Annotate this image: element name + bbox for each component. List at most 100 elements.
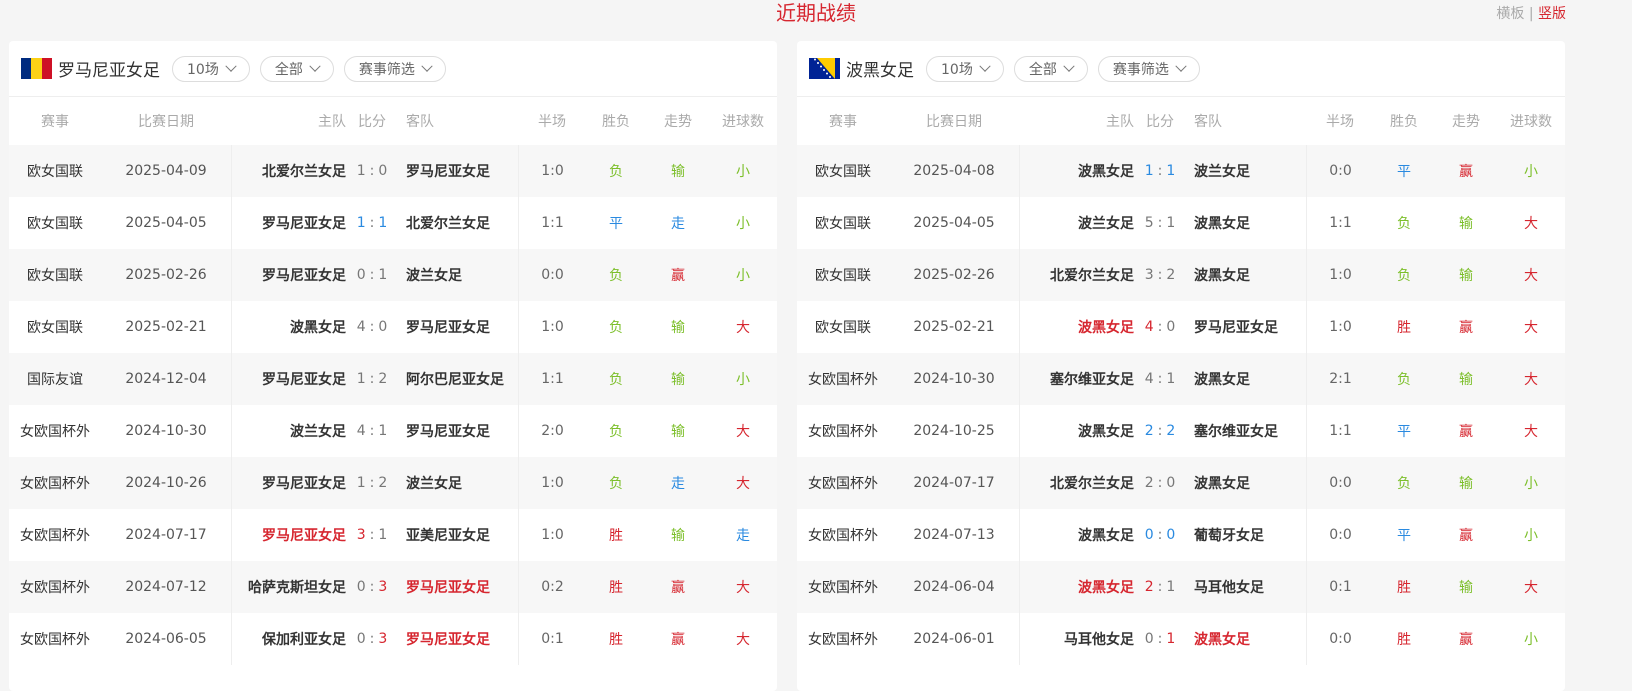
date: 2025-04-08 (913, 163, 995, 179)
away-team[interactable]: 波兰女足 (406, 268, 462, 284)
home-team[interactable]: 罗马尼亚女足 (231, 249, 346, 301)
match-row[interactable]: 欧女国联 2025-04-09 北爱尔兰女足 1:0 罗马尼亚女足 1:0 负 … (9, 145, 777, 197)
home-team[interactable]: 罗马尼亚女足 (231, 197, 346, 249)
event: 女欧国杯外 (20, 632, 90, 648)
date: 2024-10-30 (125, 423, 207, 439)
match-row[interactable]: 欧女国联 2025-04-08 波黑女足 1:1 波兰女足 0:0 平 赢 小 (797, 145, 1565, 197)
home-team[interactable]: 哈萨克斯坦女足 (231, 561, 346, 613)
away-team[interactable]: 波黑女足 (1194, 372, 1250, 388)
result: 负 (609, 268, 623, 284)
home-team[interactable]: 罗马尼亚女足 (231, 457, 346, 509)
match-row[interactable]: 女欧国杯外 2024-07-17 北爱尔兰女足 2:0 波黑女足 0:0 负 输… (797, 457, 1565, 509)
match-row[interactable]: 女欧国杯外 2024-06-04 波黑女足 2:1 马耳他女足 0:1 胜 输 … (797, 561, 1565, 613)
match-count-dropdown[interactable]: 10场 (926, 55, 1004, 82)
away-team[interactable]: 罗马尼亚女足 (406, 580, 490, 596)
column-header-home-team: 主队 (318, 114, 346, 130)
score: 2:2 (1144, 423, 1176, 439)
home-team[interactable]: 波黑女足 (1019, 561, 1134, 613)
home-team[interactable]: 北爱尔兰女足 (1019, 457, 1134, 509)
half-score: 1:1 (518, 197, 586, 249)
match-row[interactable]: 女欧国杯外 2024-10-30 波兰女足 4:1 罗马尼亚女足 2:0 负 输… (9, 405, 777, 457)
home-team[interactable]: 保加利亚女足 (231, 613, 346, 665)
away-team[interactable]: 罗马尼亚女足 (406, 164, 490, 180)
away-team[interactable]: 波黑女足 (1194, 268, 1250, 284)
match-row[interactable]: 女欧国杯外 2024-06-01 马耳他女足 0:1 波黑女足 0:0 胜 赢 … (797, 613, 1565, 665)
date: 2024-07-17 (125, 527, 207, 543)
chevron-down-icon (979, 60, 991, 72)
away-team[interactable]: 波黑女足 (1194, 476, 1250, 492)
away-team[interactable]: 罗马尼亚女足 (406, 320, 490, 336)
away-team[interactable]: 北爱尔兰女足 (406, 216, 490, 232)
home-team[interactable]: 罗马尼亚女足 (231, 353, 346, 405)
home-team[interactable]: 北爱尔兰女足 (1019, 249, 1134, 301)
away-team[interactable]: 波兰女足 (1194, 164, 1250, 180)
home-team[interactable]: 塞尔维亚女足 (1019, 353, 1134, 405)
match-row[interactable]: 欧女国联 2025-02-21 波黑女足 4:0 罗马尼亚女足 1:0 胜 赢 … (797, 301, 1565, 353)
competition-filter-dropdown[interactable]: 赛事筛选 (343, 55, 446, 82)
date: 2025-02-26 (125, 267, 207, 283)
trend: 赢 (671, 580, 685, 596)
away-team[interactable]: 罗马尼亚女足 (1194, 320, 1278, 336)
column-header-away-team: 客队 (1194, 114, 1222, 130)
away-team[interactable]: 罗马尼亚女足 (406, 632, 490, 648)
date: 2025-02-21 (913, 319, 995, 335)
half-score: 1:0 (518, 145, 586, 197)
home-team[interactable]: 北爱尔兰女足 (231, 145, 346, 197)
match-row[interactable]: 欧女国联 2025-04-05 罗马尼亚女足 1:1 北爱尔兰女足 1:1 平 … (9, 197, 777, 249)
home-team[interactable]: 罗马尼亚女足 (231, 509, 346, 561)
chevron-down-icon (1175, 60, 1187, 72)
away-team[interactable]: 塞尔维亚女足 (1194, 424, 1278, 440)
panel-header: 罗马尼亚女足 10场 全部 赛事筛选 (9, 41, 777, 97)
away-team[interactable]: 马耳他女足 (1194, 580, 1264, 596)
trend: 走 (671, 216, 685, 232)
half-score: 1:0 (1306, 249, 1374, 301)
vertical-view-link[interactable]: 竖版 (1538, 6, 1566, 22)
home-team[interactable]: 波黑女足 (231, 301, 346, 353)
away-team[interactable]: 波黑女足 (1194, 632, 1250, 648)
competition-filter-dropdown[interactable]: 赛事筛选 (1097, 55, 1200, 82)
away-team[interactable]: 亚美尼亚女足 (406, 528, 490, 544)
home-team[interactable]: 马耳他女足 (1019, 613, 1134, 665)
home-team[interactable]: 波黑女足 (1019, 301, 1134, 353)
match-row[interactable]: 女欧国杯外 2024-10-25 波黑女足 2:2 塞尔维亚女足 1:1 平 赢… (797, 405, 1565, 457)
match-row[interactable]: 国际友谊 2024-12-04 罗马尼亚女足 1:2 阿尔巴尼亚女足 1:1 负… (9, 353, 777, 405)
away-team[interactable]: 葡萄牙女足 (1194, 528, 1264, 544)
goals: 小 (736, 216, 750, 232)
half-score: 0:0 (1306, 509, 1374, 561)
match-row[interactable]: 女欧国杯外 2024-10-26 罗马尼亚女足 1:2 波兰女足 1:0 负 走… (9, 457, 777, 509)
match-row[interactable]: 女欧国杯外 2024-06-05 保加利亚女足 0:3 罗马尼亚女足 0:1 胜… (9, 613, 777, 665)
column-header-half-score: 半场 (1326, 114, 1354, 130)
event: 欧女国联 (815, 268, 871, 284)
away-team[interactable]: 波黑女足 (1194, 216, 1250, 232)
match-row[interactable]: 欧女国联 2025-02-26 北爱尔兰女足 3:2 波黑女足 1:0 负 输 … (797, 249, 1565, 301)
match-row[interactable]: 欧女国联 2025-02-26 罗马尼亚女足 0:1 波兰女足 0:0 负 赢 … (9, 249, 777, 301)
goals: 大 (1524, 372, 1538, 388)
home-team[interactable]: 波兰女足 (231, 405, 346, 457)
away-team[interactable]: 罗马尼亚女足 (406, 424, 490, 440)
match-row[interactable]: 女欧国杯外 2024-07-13 波黑女足 0:0 葡萄牙女足 0:0 平 赢 … (797, 509, 1565, 561)
score: 0:1 (356, 267, 388, 283)
column-header-away-team: 客队 (406, 114, 434, 130)
column-header-result: 胜负 (602, 114, 630, 130)
match-row[interactable]: 欧女国联 2025-02-21 波黑女足 4:0 罗马尼亚女足 1:0 负 输 … (9, 301, 777, 353)
horizontal-view-link[interactable]: 横板 (1496, 6, 1525, 22)
away-team[interactable]: 阿尔巴尼亚女足 (406, 372, 504, 388)
home-score: 4 (356, 423, 366, 439)
team-panel-romania: 罗马尼亚女足 10场 全部 赛事筛选 赛事 比赛日期 主队 比分 客队 半场 胜负 走势 进球数 欧女国… (9, 41, 777, 691)
match-row[interactable]: 欧女国联 2025-04-05 波兰女足 5:1 波黑女足 1:1 负 输 大 (797, 197, 1565, 249)
match-row[interactable]: 女欧国杯外 2024-07-12 哈萨克斯坦女足 0:3 罗马尼亚女足 0:2 … (9, 561, 777, 613)
home-team[interactable]: 波兰女足 (1019, 197, 1134, 249)
home-team[interactable]: 波黑女足 (1019, 405, 1134, 457)
match-count-dropdown[interactable]: 10场 (172, 55, 250, 82)
away-team[interactable]: 波兰女足 (406, 476, 462, 492)
home-team[interactable]: 波黑女足 (1019, 145, 1134, 197)
column-header-trend: 走势 (1452, 114, 1480, 130)
goals: 大 (736, 476, 750, 492)
score: 1:2 (356, 475, 388, 491)
venue-dropdown[interactable]: 全部 (1013, 55, 1088, 82)
match-row[interactable]: 女欧国杯外 2024-10-30 塞尔维亚女足 4:1 波黑女足 2:1 负 输… (797, 353, 1565, 405)
home-team[interactable]: 波黑女足 (1019, 509, 1134, 561)
venue-dropdown[interactable]: 全部 (259, 55, 334, 82)
score: 0:3 (356, 631, 388, 647)
match-row[interactable]: 女欧国杯外 2024-07-17 罗马尼亚女足 3:1 亚美尼亚女足 1:0 胜… (9, 509, 777, 561)
